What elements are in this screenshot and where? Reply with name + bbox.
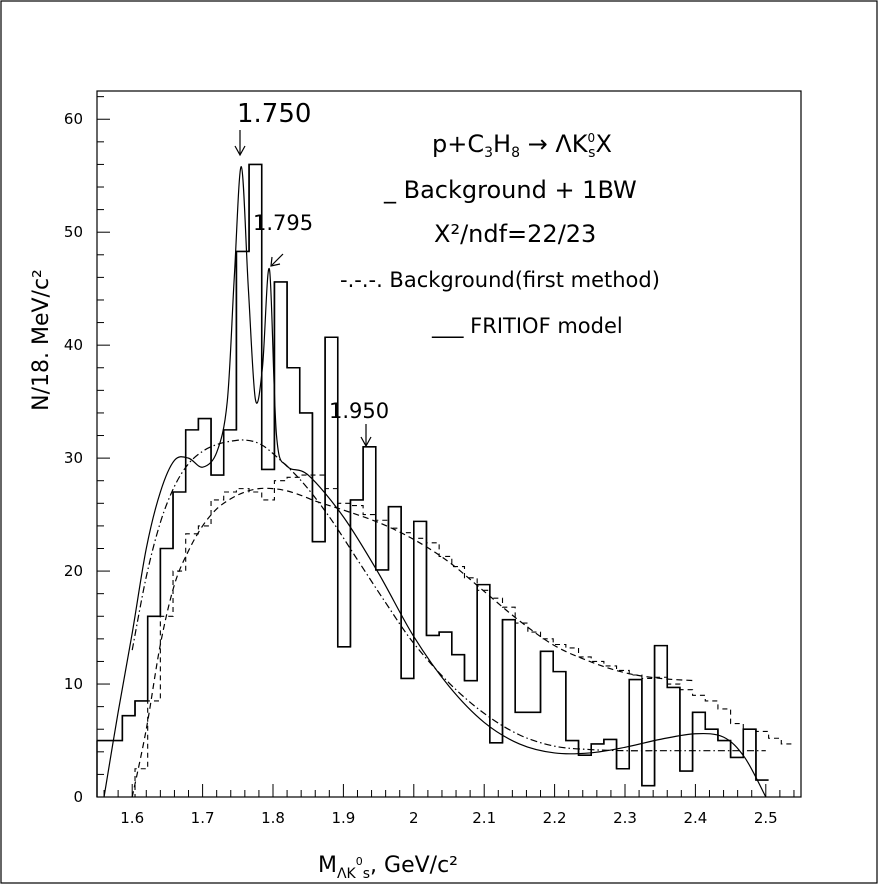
x-tick-label: 2 (409, 809, 419, 827)
fritiof-histogram (97, 474, 794, 798)
y-tick-labels: 0 10 20 30 40 50 60 (64, 110, 83, 806)
axis-ticks (97, 96, 795, 798)
legend-background-first: -.-.-. Background(first method) (340, 268, 660, 292)
x-tick-label: 1.7 (191, 809, 215, 827)
legend-block: p+C3H8 → ΛK0 sX _ Background + 1BW X²/ndf… (340, 130, 660, 339)
plot-frame (96, 90, 802, 798)
x-tick-label: 1.9 (331, 809, 355, 827)
x-tick-label: 1.6 (120, 809, 144, 827)
y-tick-label: 10 (64, 675, 83, 693)
y-tick-label: 50 (64, 223, 83, 241)
y-tick-label: 20 (64, 562, 83, 580)
background-first-curve (131, 439, 766, 752)
x-tick-label: 2.4 (683, 809, 707, 827)
legend-reaction: p+C3H8 → ΛK0 sX (432, 130, 612, 161)
annotation-1950: 1.950 (329, 399, 389, 448)
x-tick-label: 2.1 (472, 809, 496, 827)
x-tick-label: 2.3 (613, 809, 637, 827)
annotation-arrowhead-1950 (360, 436, 372, 448)
annotation-label-1750: 1.750 (237, 99, 311, 129)
y-tick-label: 30 (64, 449, 83, 467)
annotation-label-1950: 1.950 (329, 399, 389, 423)
annotation-1795: 1.795 (253, 211, 313, 267)
data-histogram (97, 163, 769, 787)
legend-fritiof: ___ FRITIOF model (431, 314, 623, 339)
annotation-arrowhead-1795 (270, 256, 281, 267)
x-tick-label: 1.8 (261, 809, 285, 827)
annotation-1750: 1.750 (234, 99, 311, 157)
x-tick-label: 2.2 (543, 809, 567, 827)
annotation-arrow-1795 (271, 253, 284, 266)
y-tick-label: 60 (64, 110, 83, 128)
x-tick-labels: 1.6 1.7 1.8 1.9 2 2.1 2.2 2.3 2.4 2.5 (120, 809, 777, 827)
y-tick-label: 40 (64, 336, 83, 354)
fritiof-curve (131, 487, 696, 798)
x-tick-label: 2.5 (754, 809, 778, 827)
legend-chi2: X²/ndf=22/23 (434, 220, 596, 248)
annotation-label-1795: 1.795 (253, 211, 313, 235)
series-layer (96, 163, 794, 798)
y-axis-title: N/18. MeV/c² (29, 269, 54, 411)
annotation-arrowhead-1750 (234, 145, 246, 157)
legend-fit-label: _ Background + 1BW (383, 176, 637, 204)
x-axis-title: MΛK0s, GeV/c² (318, 853, 458, 882)
y-tick-label: 0 (73, 788, 83, 806)
fit-curve (103, 166, 767, 798)
